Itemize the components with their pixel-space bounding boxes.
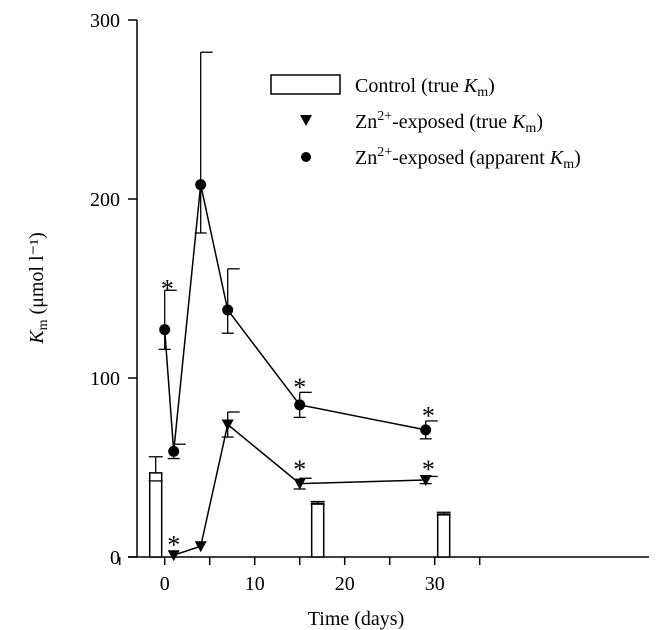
legend-label-control: Control (true Km) (355, 75, 495, 100)
significance-asterisk: * (293, 373, 306, 402)
legend-bar-swatch (270, 74, 341, 95)
circle-marker (294, 399, 306, 411)
legend-item-zn-true: Zn2+-exposed (true Km) (300, 109, 543, 136)
legend-item-control: Control (true Km) (270, 74, 495, 100)
axes (128, 20, 649, 558)
triangle-marker (194, 541, 207, 553)
triangle-marker (167, 550, 180, 562)
significance-asterisk: * (167, 530, 180, 559)
circle-marker (195, 179, 207, 191)
legend-label-zn-apparent: Zn2+-exposed (apparent Km) (355, 145, 581, 172)
y-tick-label: 100 (90, 368, 120, 390)
x-tick-label: 20 (335, 573, 355, 595)
circle-marker (168, 445, 180, 457)
y-axis-label-units: (μmol l⁻¹) (26, 232, 48, 319)
significance-asterisk: * (293, 455, 306, 484)
y-axis-label-sub: m (36, 319, 51, 330)
x-tick-label: 30 (425, 573, 445, 595)
ticks: 0 100 200 300 0 10 20 30 (90, 10, 481, 595)
significance-asterisk: * (161, 274, 174, 303)
circle-marker (222, 304, 234, 316)
y-tick-label: 0 (110, 547, 120, 569)
significance-annotations: * * * * * * (161, 274, 435, 559)
circle-marker (159, 324, 171, 336)
legend: Control (true Km) Zn2+-exposed (true Km)… (270, 74, 581, 172)
legend-triangle-marker (300, 115, 312, 126)
triangle-marker (221, 419, 234, 431)
control-bar (148, 472, 163, 558)
y-axis-label-k: K (26, 329, 48, 345)
x-tick-label: 0 (160, 573, 170, 595)
legend-label-zn-true: Zn2+-exposed (true Km) (355, 109, 543, 136)
circle-marker (420, 424, 432, 436)
triangle-marker (419, 475, 432, 487)
apparent-km-line (163, 184, 426, 452)
legend-circle-marker (301, 152, 311, 162)
triangle-marker (293, 478, 306, 490)
y-tick-label: 300 (90, 10, 120, 32)
true-km-line (173, 423, 426, 556)
control-bar (436, 513, 451, 558)
legend-item-zn-apparent: Zn2+-exposed (apparent Km) (301, 145, 581, 172)
significance-asterisk: * (422, 401, 435, 430)
x-axis-label: Time (days) (308, 608, 404, 630)
y-axis-label: Km (μmol l⁻¹) (26, 232, 51, 345)
y-tick-label: 200 (90, 189, 120, 211)
significance-asterisk: * (422, 455, 435, 484)
data-markers (159, 179, 432, 562)
control-bar (310, 502, 325, 558)
series-lines (163, 184, 426, 556)
x-tick-label: 10 (245, 573, 265, 595)
